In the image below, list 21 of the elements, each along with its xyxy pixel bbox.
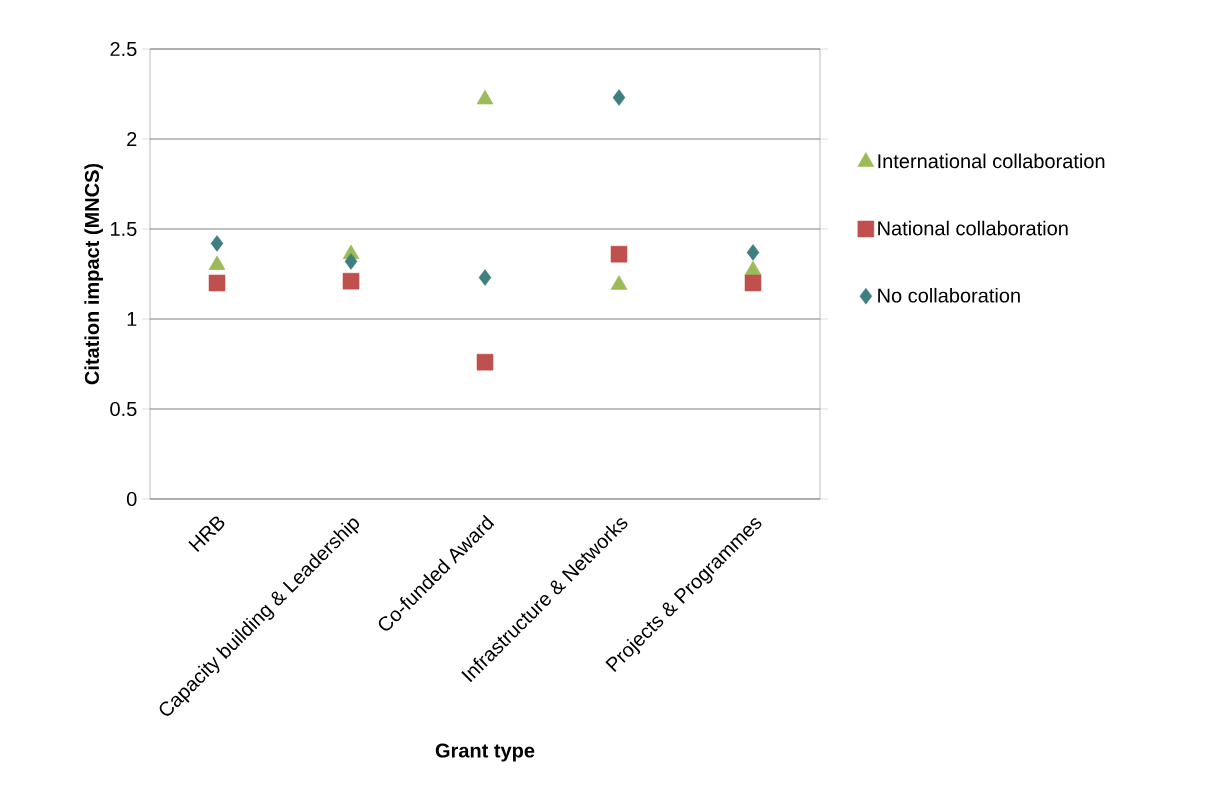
point [344, 253, 358, 270]
y-axis-title: Citation impact (MNCS) [84, 163, 103, 385]
y-tick-label: 2 [127, 132, 137, 146]
point [610, 245, 628, 263]
point [342, 272, 360, 290]
point [210, 235, 224, 252]
y-tick-label: 0.5 [110, 401, 137, 417]
point [478, 269, 492, 286]
x-axis-title: Grant type [435, 743, 535, 762]
y-tick-label: 1 [127, 312, 137, 326]
point [744, 274, 762, 292]
point [746, 244, 760, 261]
legend-label: No collaboration [878, 287, 1020, 303]
point [612, 89, 626, 106]
legend-label: International collaboration [878, 153, 1105, 169]
point [208, 274, 226, 292]
point [476, 353, 494, 371]
legend-label: National collaboration [878, 220, 1068, 236]
y-tick-label: 0 [126, 491, 137, 507]
y-tick-label: 2.5 [110, 41, 137, 57]
y-tick-label: 1.5 [111, 222, 137, 236]
